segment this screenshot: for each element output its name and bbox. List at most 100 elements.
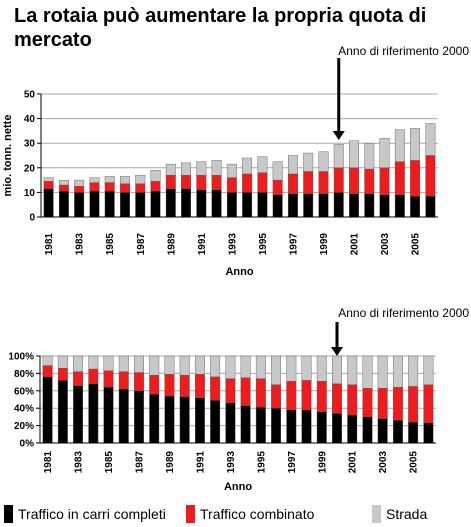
bar-segment: [379, 194, 390, 218]
x-tick-label: 1991: [195, 451, 206, 474]
y-tick-label: 20%: [14, 421, 34, 432]
bar-segment: [57, 355, 68, 369]
bar-segment: [164, 395, 175, 444]
bar-segment: [333, 192, 344, 218]
bar-segment: [318, 151, 329, 172]
x-tick-label: 2001: [348, 451, 359, 474]
bar-segment: [73, 355, 84, 372]
bar-segment: [271, 407, 282, 444]
bar-segment: [165, 174, 176, 189]
bar-segment: [408, 355, 419, 387]
bar-segment: [211, 174, 222, 191]
bar-segment: [316, 355, 327, 382]
bar-segment: [423, 355, 434, 385]
bar-segment: [301, 409, 312, 444]
bar-segment: [104, 190, 115, 218]
bar-segment: [211, 189, 222, 218]
bar-segment: [196, 161, 207, 176]
bar-segment: [242, 192, 253, 218]
y-tick-label: 0: [29, 213, 35, 224]
bar-segment: [103, 370, 114, 388]
bar-segment: [211, 160, 222, 176]
bar-segment: [194, 374, 205, 398]
bar-segment: [58, 184, 69, 192]
bar-segment: [194, 397, 205, 444]
x-axis-label: Anno: [225, 266, 253, 278]
bar-segment: [303, 171, 314, 194]
bar-segment: [210, 355, 221, 378]
x-tick-label: 1993: [227, 233, 238, 256]
bar-segment: [362, 387, 373, 418]
bar-segment: [164, 374, 175, 397]
bar-segment: [394, 129, 405, 162]
bar-segment: [349, 140, 359, 168]
bar-segment: [165, 188, 176, 218]
x-tick-label: 1985: [104, 451, 115, 474]
bar-segment: [240, 377, 251, 406]
bar-segment: [425, 195, 436, 218]
bar-segment: [257, 156, 268, 173]
bar-segment: [362, 355, 373, 389]
bar-segment: [43, 177, 54, 182]
bar-segment: [332, 413, 342, 444]
bar-segment: [43, 181, 54, 189]
x-axis-label: Anno: [224, 481, 252, 493]
legend: Traffico in carri completi Traffico comb…: [0, 500, 471, 527]
bar-segment: [88, 383, 99, 444]
bar-segment: [149, 394, 160, 444]
bar-segment: [42, 355, 53, 366]
y-tick-label: 40: [24, 114, 36, 125]
bar-segment: [364, 193, 375, 218]
bar-segment: [194, 355, 205, 375]
bar-segment: [210, 400, 221, 444]
x-tick-label: 1987: [136, 233, 147, 256]
y-tick-label: 10: [24, 188, 36, 199]
bar-segment: [149, 374, 160, 395]
bar-segment: [74, 179, 85, 187]
bar-segment: [392, 387, 403, 421]
bar-segment: [181, 174, 192, 189]
bar-segment: [150, 170, 161, 182]
bar-segment: [316, 411, 327, 444]
bar-segment: [226, 192, 237, 218]
bar-segment: [58, 179, 69, 186]
x-tick-label: 1995: [256, 451, 267, 474]
bar-segment: [272, 179, 283, 196]
x-tick-label: 2005: [409, 451, 420, 474]
bar-segment: [287, 155, 298, 175]
bar-segment: [362, 416, 373, 444]
bar-segment: [196, 174, 207, 191]
y-tick-label: 50: [24, 90, 36, 101]
bar-segment: [377, 355, 388, 389]
bar-segment: [134, 372, 144, 391]
bar-segment: [74, 186, 85, 193]
bar-segment: [179, 355, 190, 376]
bar-segment: [88, 355, 99, 370]
bar-segment: [392, 420, 403, 444]
bar-segment: [272, 194, 283, 218]
bar-segment: [392, 355, 403, 388]
y-tick-label: 100%: [8, 352, 34, 363]
bar-segment: [74, 192, 85, 218]
bar-segment: [89, 177, 100, 183]
bar-segment: [118, 355, 129, 372]
y-tick-label: 30: [24, 139, 36, 150]
legend-label-carri-completi: Traffico in carri completi: [18, 506, 166, 522]
bar-segment: [73, 385, 84, 444]
annotation-label: Anno di riferimento 2000: [338, 44, 469, 58]
x-tick-label: 2003: [378, 451, 389, 474]
x-tick-label: 1999: [317, 451, 328, 474]
bar-segment: [242, 157, 253, 175]
bar-segment: [242, 173, 253, 193]
x-tick-label: 2001: [350, 233, 361, 256]
bar-segment: [120, 192, 130, 218]
bar-segment: [423, 384, 434, 424]
bar-segment: [150, 190, 161, 218]
bar-segment: [57, 380, 68, 444]
bar-segment: [135, 183, 146, 193]
x-tick-label: 2005: [411, 233, 422, 256]
bar-segment: [379, 138, 390, 168]
x-tick-label: 1995: [258, 233, 269, 256]
bar-segment: [257, 192, 268, 218]
bar-segment: [42, 376, 53, 444]
